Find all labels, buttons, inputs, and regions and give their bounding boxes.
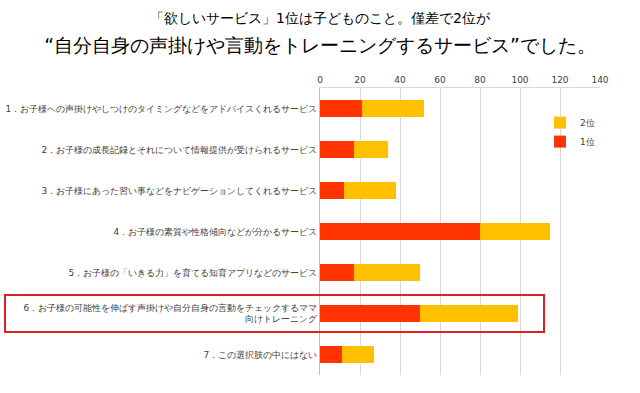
svg-text:4．お子様の素質や性格傾向などが分かるサービス: 4．お子様の素質や性格傾向などが分かるサービス — [113, 227, 317, 237]
svg-text:140: 140 — [591, 75, 608, 85]
svg-text:2．お子様の成長記録とそれについて情報提供が受けられるサービ: 2．お子様の成長記録とそれについて情報提供が受けられるサービス — [41, 145, 317, 155]
svg-text:6．お子様の可能性を伸ばす声掛けや自分自身の言動をチェックす: 6．お子様の可能性を伸ばす声掛けや自分自身の言動をチェックするママ向けトレーニン… — [23, 303, 318, 325]
svg-text:0: 0 — [317, 75, 323, 85]
svg-text:20: 20 — [354, 75, 366, 85]
svg-text:60: 60 — [434, 75, 446, 85]
svg-text:100: 100 — [511, 75, 528, 85]
svg-text:5．お子様の「いきる力」を育てる知育アプリなどのサービス: 5．お子様の「いきる力」を育てる知育アプリなどのサービス — [68, 268, 317, 278]
svg-text:1位: 1位 — [580, 137, 595, 147]
svg-text:「欲しいサービス」1位は子どものこと。僅差で2位が: 「欲しいサービス」1位は子どものこと。僅差で2位が — [150, 10, 491, 26]
svg-text:80: 80 — [474, 75, 486, 85]
svg-text:2位: 2位 — [580, 118, 595, 128]
svg-text:“自分自身の声掛けや言動をトレーニングするサービス”でした。: “自分自身の声掛けや言動をトレーニングするサービス”でした。 — [44, 34, 596, 56]
svg-text:3．お子様にあった習い事などをナビゲーションしてくれるサービ: 3．お子様にあった習い事などをナビゲーションしてくれるサービス — [41, 186, 317, 196]
svg-text:40: 40 — [394, 75, 406, 85]
svg-text:7．この選択肢の中にはない: 7．この選択肢の中にはない — [203, 350, 317, 360]
svg-text:120: 120 — [551, 75, 568, 85]
svg-text:1．お子様への声掛けやしつけのタイミングなどをアドバイスくれ: 1．お子様への声掛けやしつけのタイミングなどをアドバイスくれるサービス — [5, 104, 317, 114]
